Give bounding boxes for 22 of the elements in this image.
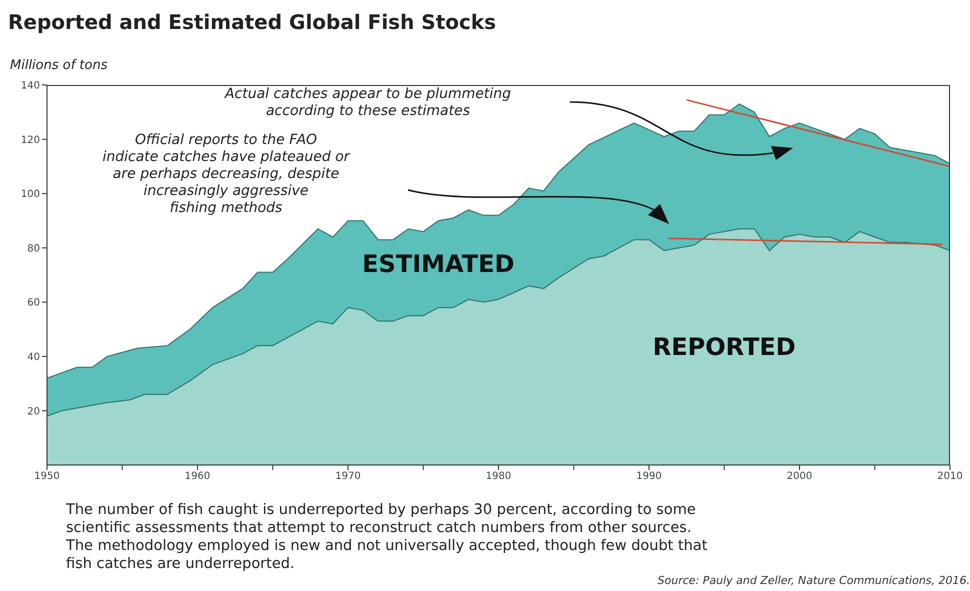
x-tick-label: 1980: [486, 471, 512, 482]
y-tick-label: 100: [20, 189, 40, 200]
x-tick-label: 2000: [786, 471, 812, 482]
x-tick-label: 2010: [937, 471, 963, 482]
annotation: Actual catches appear to be plummeting according to these estimates: [224, 86, 512, 120]
series-label: ESTIMATED: [362, 250, 514, 278]
chart-title: Reported and Estimated Global Fish Stocks: [8, 10, 496, 34]
text: The number of fish caught is underreported by perhaps 30 percent, according to some scientific assessments that attempt to reconstruct catch numbers from other sources. The methodology employed is new and not universally accepted, though few doubt that fish catches are underreported.: [66, 501, 708, 573]
y-tick-label: 140: [20, 80, 40, 92]
y-tick-label: 40: [27, 352, 40, 363]
x-tick-label: 1990: [636, 471, 662, 482]
x-tick-label: 1970: [335, 471, 361, 482]
series-label: REPORTED: [652, 332, 796, 361]
source-note: Source: Pauly and Zeller, Nature Communications, 2016.: [658, 574, 970, 587]
y-tick-label: 60: [27, 298, 40, 309]
y-axis-title: Millions of tons: [10, 58, 108, 73]
y-tick-label: 120: [20, 134, 40, 146]
x-tick-label: 1950: [34, 471, 60, 482]
y-tick-label: 20: [27, 406, 40, 418]
y-tick-label: 80: [27, 243, 40, 254]
x-tick-label: 1960: [184, 471, 210, 482]
annotation: Official reports to the FAO indicate catches have plateaued or are perhaps decreasing, despite increasingly aggressive fishing methods: [102, 132, 350, 217]
